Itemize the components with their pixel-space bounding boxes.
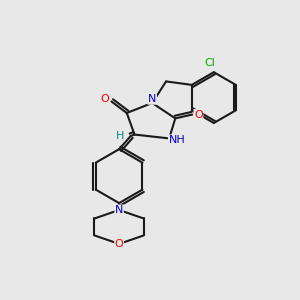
Text: O: O xyxy=(115,239,124,249)
Text: Cl: Cl xyxy=(205,58,215,68)
Text: N: N xyxy=(115,205,123,215)
Text: O: O xyxy=(194,110,203,119)
Text: O: O xyxy=(101,94,110,104)
Text: N: N xyxy=(148,94,156,104)
Text: H: H xyxy=(116,131,124,141)
Text: NH: NH xyxy=(169,135,185,145)
